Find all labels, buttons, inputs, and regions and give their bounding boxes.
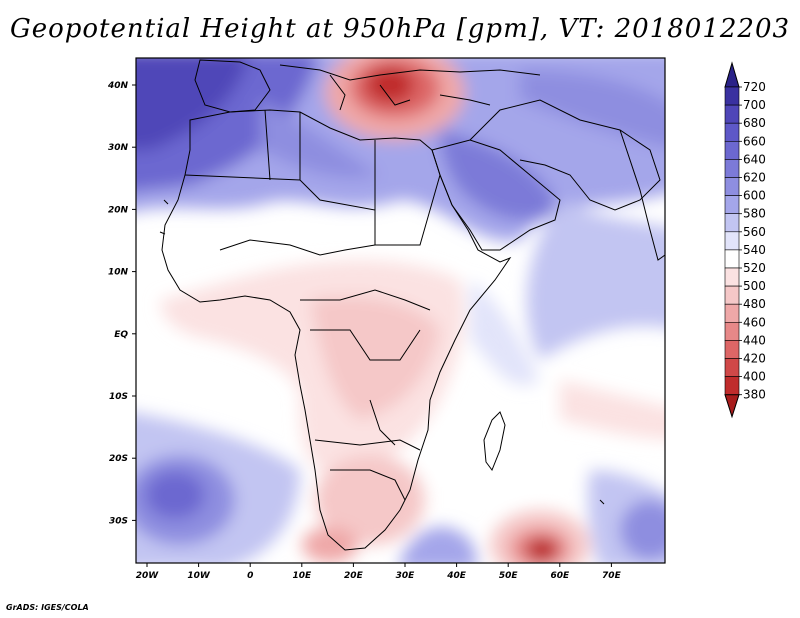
colorbar-label: 380 [743,388,766,402]
colorbar-swatch [724,104,740,124]
colorbar-label: 480 [743,297,766,311]
lat-label: 20N [108,205,129,215]
colorbar-label: 680 [743,116,766,130]
lat-label: 30S [109,516,128,526]
colorbar-label: 600 [743,189,766,203]
coastlines [159,59,665,551]
map-frame [135,57,666,564]
colorbar-swatch [724,321,740,341]
colorbar-swatch [724,285,740,305]
lon-label: 40E [446,571,467,581]
colorbar-label: 560 [743,225,766,239]
colorbar-label: 420 [743,352,766,366]
colorbar-swatch [724,122,740,142]
lon-label: 20E [344,571,364,581]
geopotential-field [136,58,665,563]
colorbar: 720 700 680 660 640 620 600 580 560 540 520 500 480 4… [724,61,766,419]
lat-label: 20S [109,454,128,464]
colorbar-swatch [724,159,740,178]
colorbar-swatch [724,358,740,377]
colorbar-swatch [724,376,740,396]
lon-label: 60E [550,571,570,581]
lon-label: 0 [247,571,253,581]
latitude-axis: 40N 30N 20N 10N EQ 10S 20S 30S [107,81,136,526]
colorbar-swatch [724,141,740,160]
colorbar-swatch [724,86,740,106]
colorbar-label: 580 [743,207,766,221]
colorbar-label: 640 [743,152,766,166]
colorbar-label: 540 [743,243,766,257]
colorbar-swatch [724,303,740,323]
colorbar-label: 520 [743,261,766,275]
lon-label: 50E [499,571,519,581]
longitude-axis: 20W 10W 0 10E 20E 30E 40E 50E 60E 70E [136,563,622,581]
colorbar-swatch [724,267,740,287]
colorbar-swatch [724,340,740,359]
lat-label: 40N [107,81,129,91]
lat-label: 30N [108,143,129,153]
colorbar-label: 400 [743,370,766,384]
colorbar-label: 500 [743,279,766,293]
colorbar-swatch [724,177,740,196]
lon-label: 70E [602,571,622,581]
colorbar-label: 460 [743,315,766,329]
colorbar-swatch [724,195,740,215]
lat-label: EQ [114,330,128,340]
lon-label: 30E [396,571,416,581]
colorbar-swatch [724,213,740,233]
lon-label: 20W [136,571,160,581]
colorbar-swatch [724,231,740,251]
lon-label: 10W [187,571,211,581]
colorbar-label: 660 [743,134,766,148]
colorbar-label: 700 [743,98,766,112]
colorbar-label: 720 [743,80,766,94]
colorbar-top-arrow [724,61,740,88]
colorbar-label: 620 [743,171,766,185]
colorbar-swatch [724,249,740,269]
footer-credit: GrADS: IGES/COLA [6,603,89,612]
map-title: Geopotential Height at 950hPa [gpm], VT:… [9,14,791,44]
lon-label: 10E [292,571,312,581]
colorbar-bottom-arrow [724,394,740,419]
lat-label: 10S [109,392,128,402]
lat-label: 10N [108,268,129,278]
colorbar-label: 440 [743,333,766,347]
